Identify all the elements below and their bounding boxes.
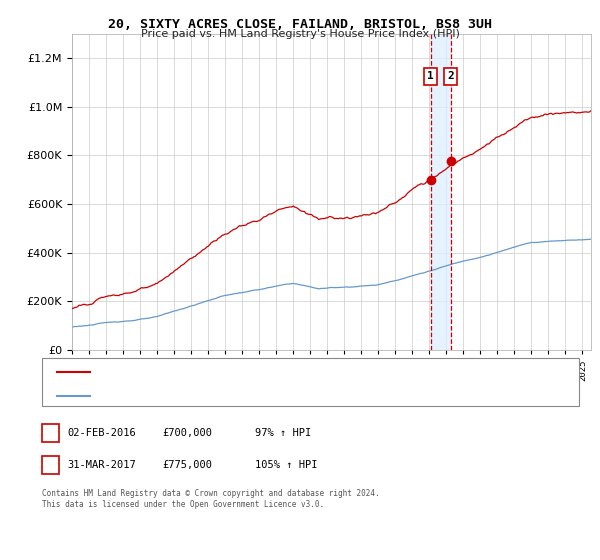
Text: 105% ↑ HPI: 105% ↑ HPI bbox=[255, 460, 317, 470]
Text: 97% ↑ HPI: 97% ↑ HPI bbox=[255, 428, 311, 438]
Text: 31-MAR-2017: 31-MAR-2017 bbox=[67, 460, 136, 470]
Text: £700,000: £700,000 bbox=[162, 428, 212, 438]
Text: 02-FEB-2016: 02-FEB-2016 bbox=[67, 428, 136, 438]
Bar bbox=[431, 34, 451, 350]
Text: 2: 2 bbox=[447, 71, 454, 81]
Text: This data is licensed under the Open Government Licence v3.0.: This data is licensed under the Open Gov… bbox=[42, 500, 324, 509]
Text: 1: 1 bbox=[427, 71, 434, 81]
Text: 2: 2 bbox=[47, 460, 53, 470]
Text: HPI: Average price, detached house, North Somerset: HPI: Average price, detached house, Nort… bbox=[98, 391, 367, 400]
Text: 20, SIXTY ACRES CLOSE, FAILAND, BRISTOL, BS8 3UH (detached house): 20, SIXTY ACRES CLOSE, FAILAND, BRISTOL,… bbox=[98, 367, 447, 376]
Text: 1: 1 bbox=[47, 428, 53, 438]
Text: Price paid vs. HM Land Registry's House Price Index (HPI): Price paid vs. HM Land Registry's House … bbox=[140, 29, 460, 39]
Text: £775,000: £775,000 bbox=[162, 460, 212, 470]
Text: Contains HM Land Registry data © Crown copyright and database right 2024.: Contains HM Land Registry data © Crown c… bbox=[42, 489, 380, 498]
Text: 20, SIXTY ACRES CLOSE, FAILAND, BRISTOL, BS8 3UH: 20, SIXTY ACRES CLOSE, FAILAND, BRISTOL,… bbox=[108, 18, 492, 31]
